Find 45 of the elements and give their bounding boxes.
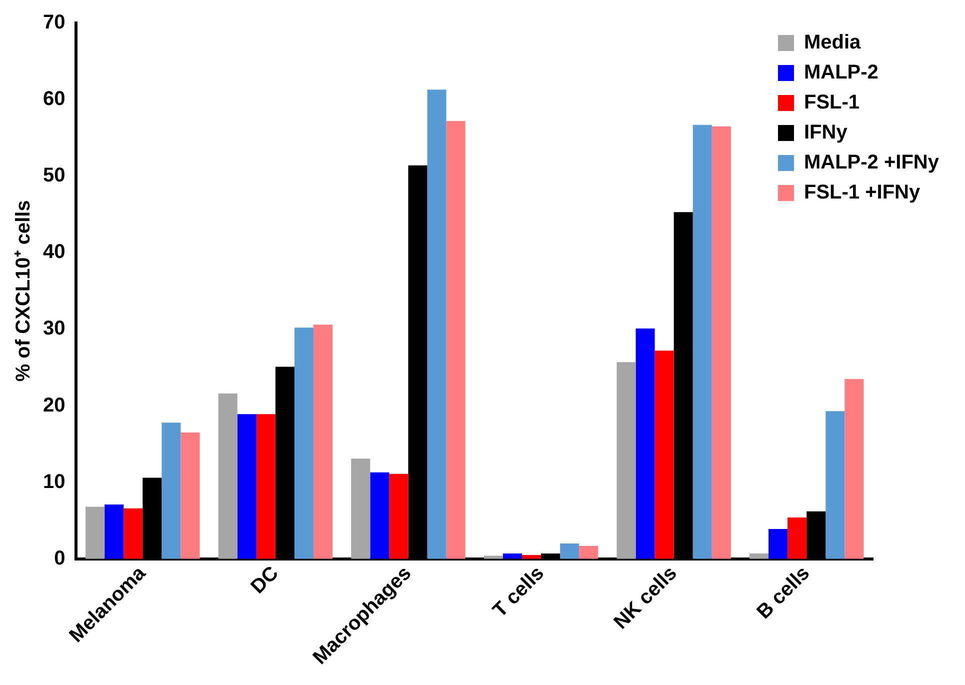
bar [162,422,181,559]
bar [86,506,105,559]
y-tick-label: 10 [42,470,66,493]
legend-label: IFNy [804,122,848,144]
bar [750,554,769,559]
bar [636,328,655,559]
x-tick-label: DC [246,562,283,598]
bar [692,124,712,559]
bar [579,546,598,559]
bar [826,411,845,559]
bar [616,362,636,559]
legend-label: MALP-2 [804,62,878,84]
bar [427,90,446,559]
bar [314,324,333,559]
y-tick-label: 50 [42,164,66,187]
y-tick-label: 60 [42,88,66,110]
bar [560,544,580,559]
bar [104,504,124,559]
bar [294,328,314,559]
y-tick-label: 30 [42,318,66,340]
bar [522,555,542,559]
y-tick-label: 70 [42,12,66,34]
legend-label: FSL-1 [804,92,860,114]
bar [768,529,788,559]
bar [218,394,238,559]
legend-label: Media [804,32,862,54]
bar [654,350,674,559]
bar [502,554,522,559]
bar [180,432,200,559]
bar [124,508,143,559]
bar [788,518,807,559]
bar [446,120,466,559]
legend-label: MALP-2 +IFNy [804,152,940,174]
bar [256,414,276,559]
bar [712,126,731,559]
bar [351,458,370,559]
bar [370,472,390,559]
bar [237,414,256,559]
y-tick-label: 0 [54,547,66,570]
bar [844,378,864,559]
y-axis-title: % of CXCL10⁺ cells [12,200,35,382]
bar [389,474,408,559]
y-tick-label: 20 [42,394,66,416]
y-tick-label: 40 [42,241,66,264]
legend-label: FSL-1 +IFNy [804,182,921,204]
